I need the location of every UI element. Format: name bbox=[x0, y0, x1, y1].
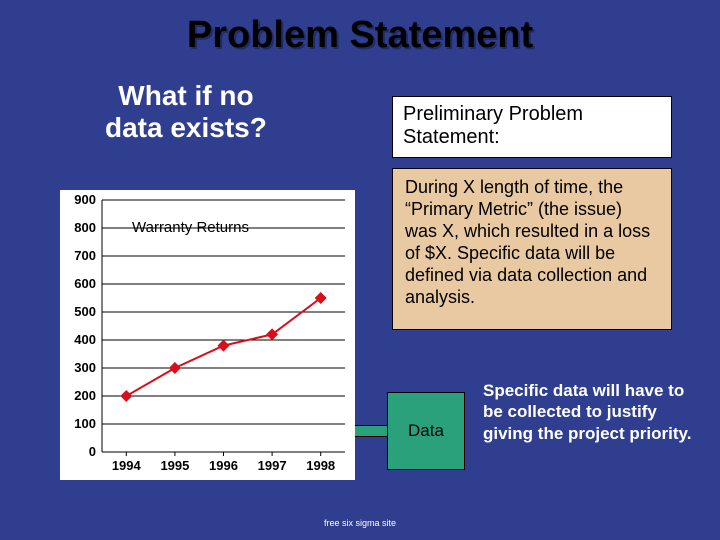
preliminary-statement-box: Preliminary Problem Statement: bbox=[392, 96, 672, 158]
svg-text:400: 400 bbox=[74, 332, 96, 347]
chart-svg: 0 100 200 300 400 500 600 700 800 900 1994 1995 1996… bbox=[60, 190, 355, 480]
svg-text:1994: 1994 bbox=[112, 458, 142, 473]
svg-text:800: 800 bbox=[74, 220, 96, 235]
svg-text:700: 700 bbox=[74, 248, 96, 263]
svg-text:1997: 1997 bbox=[258, 458, 287, 473]
svg-text:500: 500 bbox=[74, 304, 96, 319]
action-text: Specific data will have to be collected … bbox=[483, 380, 698, 444]
svg-text:900: 900 bbox=[74, 192, 96, 207]
problem-body-box: During X length of time, the “Primary Me… bbox=[392, 168, 672, 330]
question-line-2: data exists? bbox=[105, 112, 267, 143]
svg-text:600: 600 bbox=[74, 276, 96, 291]
action-text-content: Specific data will have to be collected … bbox=[483, 381, 691, 443]
svg-text:Warranty Returns: Warranty Returns bbox=[132, 219, 249, 236]
data-box-label: Data bbox=[408, 421, 444, 441]
problem-body-text: During X length of time, the “Primary Me… bbox=[405, 177, 650, 307]
headline-question: What if no data exists? bbox=[105, 80, 267, 144]
footer-text: free six sigma site bbox=[0, 518, 720, 528]
svg-text:1998: 1998 bbox=[306, 458, 335, 473]
data-box: Data bbox=[387, 392, 465, 470]
svg-text:1996: 1996 bbox=[209, 458, 238, 473]
svg-text:300: 300 bbox=[74, 360, 96, 375]
svg-text:100: 100 bbox=[74, 416, 96, 431]
slide-title: Problem Statement bbox=[0, 0, 720, 57]
svg-text:0: 0 bbox=[89, 444, 96, 459]
question-line-1: What if no bbox=[118, 80, 253, 111]
preliminary-statement-text: Preliminary Problem Statement: bbox=[403, 103, 583, 148]
svg-text:200: 200 bbox=[74, 388, 96, 403]
svg-text:1995: 1995 bbox=[160, 458, 189, 473]
warranty-returns-chart: 0 100 200 300 400 500 600 700 800 900 1994 1995 1996… bbox=[60, 190, 355, 480]
